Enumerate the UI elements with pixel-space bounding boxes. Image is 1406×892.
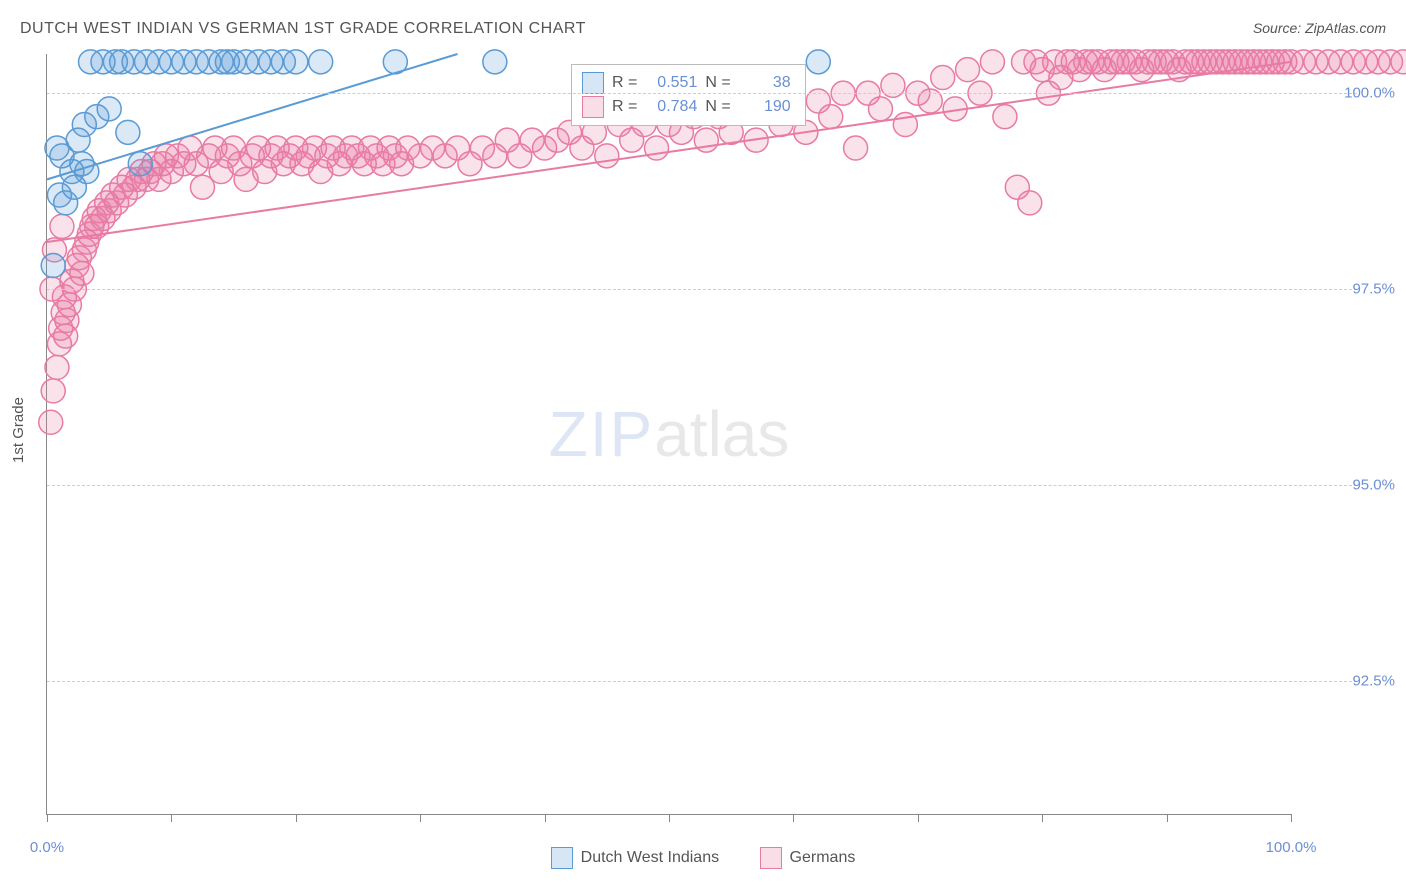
scatter-point: [70, 261, 94, 285]
legend-n-label-0: N =: [705, 71, 730, 95]
gridline: [47, 93, 1357, 94]
ytick-label: 95.0%: [1335, 476, 1395, 493]
xtick: [545, 814, 546, 822]
scatter-point: [75, 160, 99, 184]
ytick-label: 97.5%: [1335, 281, 1395, 298]
scatter-point: [645, 136, 669, 160]
source-label: Source: ZipAtlas.com: [1253, 20, 1386, 36]
xtick: [420, 814, 421, 822]
gridline: [47, 485, 1357, 486]
plot-svg: [47, 54, 1291, 814]
bottom-legend-item-0: Dutch West Indians: [551, 847, 719, 869]
legend-r-label-1: R =: [612, 95, 637, 119]
scatter-point: [806, 50, 830, 74]
scatter-point: [50, 214, 74, 238]
scatter-point: [844, 136, 868, 160]
scatter-point: [39, 410, 63, 434]
scatter-point: [980, 50, 1004, 74]
chart-title: DUTCH WEST INDIAN VS GERMAN 1ST GRADE CO…: [20, 20, 586, 38]
scatter-point: [1018, 191, 1042, 215]
legend-row-1: R = 0.784 N = 190: [582, 95, 791, 119]
xtick: [296, 814, 297, 822]
bottom-swatch-0: [551, 847, 573, 869]
scatter-point: [128, 152, 152, 176]
title-bar: DUTCH WEST INDIAN VS GERMAN 1ST GRADE CO…: [20, 20, 1386, 38]
bottom-label-0: Dutch West Indians: [581, 849, 719, 867]
xtick: [793, 814, 794, 822]
legend-swatch-0: [582, 72, 604, 94]
chart-container: DUTCH WEST INDIAN VS GERMAN 1ST GRADE CO…: [0, 0, 1406, 892]
scatter-point: [116, 120, 140, 144]
gridline: [47, 289, 1357, 290]
bottom-swatch-1: [760, 847, 782, 869]
xtick: [171, 814, 172, 822]
xtick: [1167, 814, 1168, 822]
legend-r-value-0: 0.551: [645, 71, 697, 95]
legend-n-label-1: N =: [705, 95, 730, 119]
xtick: [1291, 814, 1292, 822]
ytick-label: 92.5%: [1335, 672, 1395, 689]
bottom-label-1: Germans: [790, 849, 856, 867]
legend-swatch-1: [582, 96, 604, 118]
xtick: [47, 814, 48, 822]
xtick: [1042, 814, 1043, 822]
legend-n-value-1: 190: [739, 95, 791, 119]
bottom-legend: Dutch West Indians Germans: [0, 847, 1406, 874]
scatter-point: [868, 97, 892, 121]
correlation-legend: R = 0.551 N = 38 R = 0.784 N = 190: [571, 64, 806, 126]
scatter-point: [993, 105, 1017, 129]
xtick: [918, 814, 919, 822]
scatter-point: [819, 105, 843, 129]
legend-r-label-0: R =: [612, 71, 637, 95]
legend-r-value-1: 0.784: [645, 95, 697, 119]
gridline: [47, 681, 1357, 682]
scatter-point: [284, 50, 308, 74]
xtick: [669, 814, 670, 822]
legend-n-value-0: 38: [739, 71, 791, 95]
scatter-point: [41, 379, 65, 403]
scatter-point: [97, 97, 121, 121]
scatter-point: [931, 66, 955, 90]
bottom-legend-item-1: Germans: [760, 847, 856, 869]
scatter-point: [45, 355, 69, 379]
legend-row-0: R = 0.551 N = 38: [582, 71, 791, 95]
scatter-point: [483, 50, 507, 74]
scatter-point: [595, 144, 619, 168]
scatter-point: [309, 50, 333, 74]
scatter-point: [41, 254, 65, 278]
ytick-label: 100.0%: [1335, 85, 1395, 102]
scatter-point: [956, 58, 980, 82]
plot-area: ZIPatlas R = 0.551 N = 38 R = 0.784 N = …: [46, 54, 1291, 815]
y-axis-label: 1st Grade: [10, 397, 27, 463]
